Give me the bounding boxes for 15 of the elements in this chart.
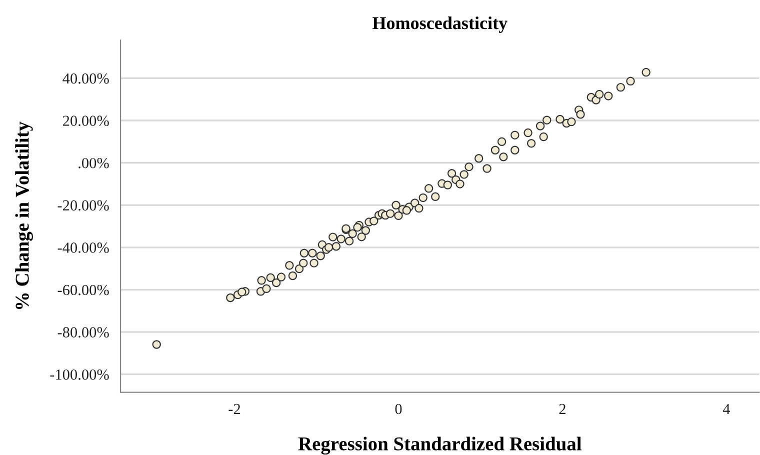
y-tick-label: 20.00% [62, 116, 109, 126]
y-tick-label: -40.00% [58, 242, 109, 253]
chart-title: Homoscedasticity [372, 16, 508, 33]
y-tick-label: -60.00% [58, 284, 109, 296]
y-tick-label: -80.00% [58, 327, 109, 338]
x-tick-label: -2 [228, 404, 240, 414]
y-tick-label: .00% [78, 158, 109, 168]
y-axis-title: % Change in Volatility [15, 122, 33, 310]
y-tick-label: -20.00% [58, 200, 109, 211]
y-tick-label: -100.00% [50, 369, 109, 380]
x-axis-title: Regression Standardized Residual [298, 436, 582, 454]
x-tick-label: 2 [559, 404, 566, 414]
x-tick-label: 4 [722, 404, 730, 414]
y-tick-label: 40.00% [62, 73, 109, 84]
x-tick-label: 0 [395, 404, 402, 414]
